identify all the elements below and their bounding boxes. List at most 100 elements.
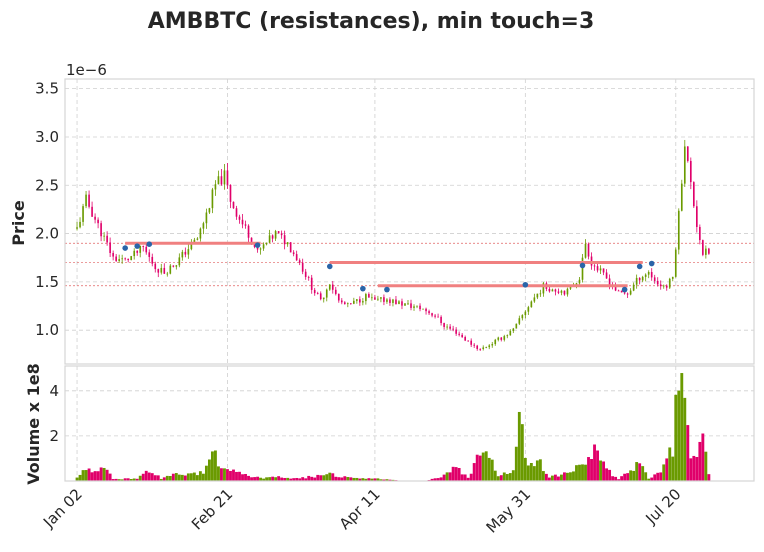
volume-bar <box>141 473 145 481</box>
candle-body <box>181 251 184 258</box>
candle-body <box>346 303 349 305</box>
volume-bar <box>183 475 187 481</box>
candle-body <box>103 235 105 237</box>
touch-point <box>134 243 141 249</box>
volume-bar <box>153 475 157 481</box>
candle-body <box>434 315 436 317</box>
candle-body <box>686 146 689 161</box>
candle-body <box>241 219 244 225</box>
candle-body <box>91 206 93 217</box>
volume-bar <box>439 477 443 481</box>
candle-body <box>524 311 527 316</box>
volume-bar <box>96 471 100 481</box>
candle-body <box>419 305 421 310</box>
candle-body <box>527 307 530 312</box>
candle-body <box>560 290 563 293</box>
price-panel: 1.0 1.5 2.0 2.5 3.0 3.5 <box>35 78 755 365</box>
candle-body <box>211 189 214 209</box>
volume-bar <box>81 470 85 481</box>
volume-bar <box>538 459 542 481</box>
candle-body <box>334 289 337 294</box>
touch-point <box>146 241 153 248</box>
volume-bar <box>445 472 449 481</box>
candle-body <box>401 301 403 306</box>
volume-bar <box>364 478 368 481</box>
volume-bar <box>226 469 229 481</box>
candle-body <box>431 313 433 316</box>
volume-bar <box>198 471 202 481</box>
volume-bar <box>653 474 657 481</box>
candle-body <box>280 233 283 236</box>
candle-body <box>353 300 355 304</box>
volume-bar <box>349 477 353 481</box>
volume-bar <box>520 424 524 481</box>
volume-bar <box>647 478 651 481</box>
candle-body <box>500 337 503 340</box>
volume-bar <box>376 478 380 481</box>
volume-bar <box>505 474 509 481</box>
candle-body <box>449 326 451 329</box>
volume-bar <box>223 468 226 481</box>
volume-bar <box>599 460 602 481</box>
candle-body <box>650 271 653 278</box>
candle-body <box>377 298 379 300</box>
volume-bar <box>328 472 332 481</box>
touch-point <box>122 245 128 251</box>
volume-bar <box>674 394 678 481</box>
x-tick-label: Apr 11 <box>336 485 384 533</box>
candle-body <box>301 262 304 272</box>
volume-bar <box>578 464 581 481</box>
candle-body <box>160 267 163 273</box>
candle-body <box>617 290 620 292</box>
volume-bar <box>271 476 275 481</box>
candle-body <box>696 206 698 227</box>
volume-bar <box>469 473 473 481</box>
volume-bar <box>632 470 636 481</box>
candle-body <box>356 299 358 301</box>
volume-bar <box>508 473 512 481</box>
volume-bar <box>99 467 103 481</box>
chart-title: AMBBTC (resistances), min touch=3 <box>148 9 595 34</box>
candle-body <box>455 329 457 334</box>
candle-body <box>256 246 259 250</box>
candle-body <box>145 246 148 253</box>
volume-tick-label: 2 <box>49 427 59 445</box>
candle-body <box>605 272 608 279</box>
volume-bar <box>629 470 633 481</box>
volume-bar <box>484 451 488 481</box>
volume-bar <box>451 466 455 481</box>
candle-body <box>599 268 602 271</box>
volume-panel: 24 <box>49 365 755 482</box>
volume-bar <box>102 467 106 481</box>
touch-point <box>621 286 628 293</box>
candle-body <box>365 294 367 302</box>
volume-bar <box>301 477 305 481</box>
volume-bar <box>75 477 79 481</box>
candle-body <box>292 252 295 255</box>
candle-body <box>271 235 274 239</box>
volume-bar <box>217 466 220 481</box>
candle-body <box>497 337 500 340</box>
volume-bar <box>596 450 599 481</box>
candle-body <box>214 184 217 190</box>
volume-bar <box>626 473 630 481</box>
candle-body <box>443 323 445 327</box>
volume-bar <box>433 478 437 481</box>
candle-body <box>473 344 476 346</box>
candle-body <box>446 326 448 328</box>
candle-body <box>512 328 515 331</box>
candle-body <box>217 176 220 185</box>
candle-body <box>557 291 560 293</box>
candle-body <box>563 290 566 295</box>
candle-body <box>232 201 235 209</box>
volume-bar <box>466 477 470 481</box>
volume-bar <box>535 460 539 481</box>
touch-point <box>384 286 390 293</box>
volume-bar <box>180 474 184 481</box>
candle-body <box>515 323 518 329</box>
volume-bar <box>590 459 593 481</box>
volume-bar <box>373 478 377 481</box>
volume-bar <box>235 471 238 481</box>
candle-body <box>262 244 265 249</box>
candle-body <box>584 243 587 258</box>
